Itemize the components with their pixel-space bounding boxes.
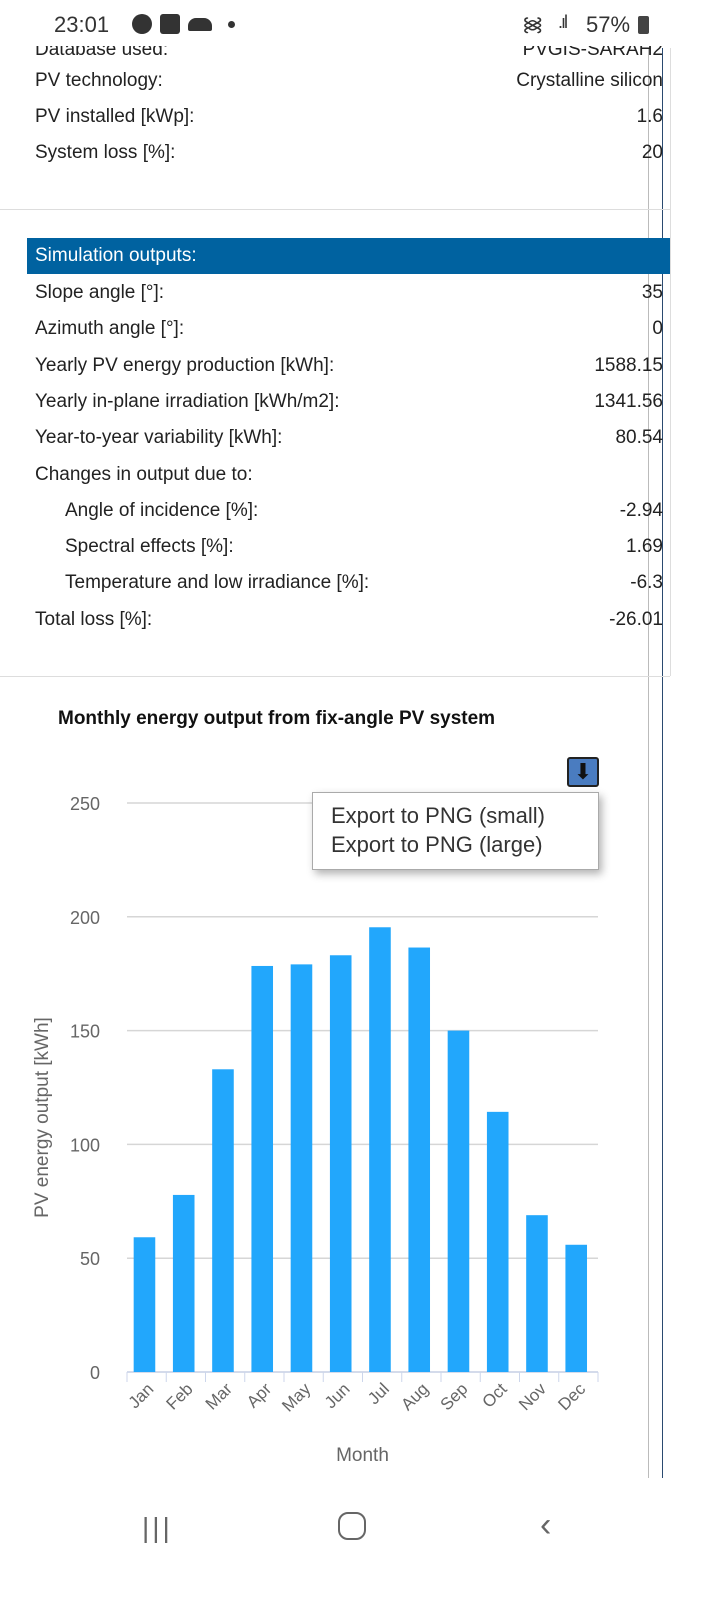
y-tick-label: 100 bbox=[70, 1135, 100, 1155]
bar-aug bbox=[408, 947, 431, 1372]
cloud-icon bbox=[188, 18, 212, 31]
row-label: Yearly PV energy production [kWh]: bbox=[35, 354, 335, 376]
x-tick-label: May bbox=[278, 1379, 314, 1415]
bar-feb bbox=[172, 1194, 195, 1372]
export-menu: Export to PNG (small) Export to PNG (lar… bbox=[312, 792, 599, 870]
input-row: Database used: PVGIS-SARAH2 bbox=[35, 39, 663, 60]
messenger-icon bbox=[132, 14, 152, 34]
x-tick-label: Jan bbox=[125, 1379, 158, 1412]
x-tick-label: Aug bbox=[397, 1379, 432, 1414]
row-label: Spectral effects [%]: bbox=[65, 536, 234, 558]
y-tick-label: 200 bbox=[70, 908, 100, 928]
output-row: Spectral effects [%]: 1.69 bbox=[65, 529, 663, 565]
y-tick-label: 0 bbox=[90, 1363, 100, 1383]
divider bbox=[648, 48, 649, 1478]
output-row: Temperature and low irradiance [%]: -6.3 bbox=[65, 565, 663, 601]
input-row: PV installed [kWp]: 1.6 bbox=[35, 106, 663, 127]
bar-nov bbox=[526, 1215, 548, 1372]
row-value: 1588.15 bbox=[594, 354, 663, 376]
y-tick-label: 150 bbox=[70, 1022, 100, 1042]
row-label: Changes in output due to: bbox=[35, 463, 253, 485]
clock: 23:01 bbox=[54, 12, 110, 37]
output-row: Slope angle [°]: 35 bbox=[35, 275, 663, 311]
home-icon[interactable] bbox=[338, 1512, 366, 1540]
output-row: Angle of incidence [%]: -2.94 bbox=[65, 493, 663, 529]
x-tick-label: Dec bbox=[554, 1379, 589, 1414]
bar-sep bbox=[447, 1030, 470, 1372]
row-value: -6.3 bbox=[630, 572, 663, 594]
bar-may bbox=[290, 964, 313, 1372]
x-tick-label: Sep bbox=[437, 1379, 472, 1414]
bar-chart: 0 50 100 150 200 250 Jan Feb Mar Apr May Jun Jul Aug S… bbox=[32, 794, 599, 1466]
section-header: Simulation outputs: bbox=[27, 238, 670, 274]
row-label: Yearly in-plane irradiation [kWh/m2]: bbox=[35, 390, 340, 412]
row-value: 35 bbox=[641, 282, 663, 303]
output-row: Changes in output due to: bbox=[35, 457, 663, 493]
x-axis-title: Month bbox=[336, 1445, 389, 1466]
card-border bbox=[670, 48, 671, 676]
bar-dec bbox=[565, 1244, 588, 1372]
x-tick-label: Mar bbox=[202, 1379, 236, 1413]
recents-icon[interactable]: ||| bbox=[142, 1512, 173, 1543]
row-label: Azimuth angle [°]: bbox=[35, 318, 185, 340]
input-row: System loss [%]: 20 bbox=[35, 142, 663, 163]
row-label: Angle of incidence [%]: bbox=[65, 499, 259, 521]
bar-mar bbox=[212, 1069, 234, 1372]
row-label: Temperature and low irradiance [%]: bbox=[65, 572, 370, 594]
bar-jul bbox=[369, 927, 391, 1372]
output-row: Total loss [%]: -26.01 bbox=[35, 602, 663, 638]
bar-oct bbox=[486, 1111, 509, 1372]
row-value: 1.69 bbox=[626, 536, 663, 558]
y-axis-title: PV energy output [kWh] bbox=[32, 1017, 53, 1218]
battery-percent: 57% bbox=[586, 12, 631, 37]
row-value: -2.94 bbox=[619, 499, 663, 521]
row-label: Slope angle [°]: bbox=[35, 282, 165, 303]
row-label: Year-to-year variability [kWh]: bbox=[35, 427, 283, 449]
x-tick-label: Jul bbox=[364, 1379, 393, 1408]
export-png-large[interactable]: Export to PNG (large) bbox=[331, 832, 543, 857]
input-row: PV technology: Crystalline silicon bbox=[35, 70, 663, 91]
battery-icon bbox=[638, 16, 649, 34]
signal-icon: .ıl bbox=[558, 12, 568, 32]
y-tick-label: 250 bbox=[70, 794, 100, 814]
output-row: Yearly PV energy production [kWh]: 1588.1… bbox=[35, 348, 663, 384]
notification-dot-icon bbox=[228, 21, 235, 28]
scrollbar[interactable] bbox=[662, 48, 663, 1478]
bar-jun bbox=[329, 955, 352, 1372]
row-value: 1341.56 bbox=[594, 390, 663, 412]
x-tick-label: Jun bbox=[321, 1379, 354, 1412]
bar-jan bbox=[133, 1237, 156, 1372]
output-row: Yearly in-plane irradiation [kWh/m2]: 134… bbox=[35, 384, 663, 420]
bar-apr bbox=[251, 965, 274, 1372]
divider bbox=[0, 209, 670, 210]
chart-title: Monthly energy output from fix-angle PV … bbox=[58, 708, 496, 729]
row-value: -26.01 bbox=[609, 608, 663, 630]
export-png-small[interactable]: Export to PNG (small) bbox=[331, 803, 545, 828]
gallery-icon bbox=[160, 14, 180, 34]
y-tick-label: 50 bbox=[80, 1249, 100, 1269]
output-row: Year-to-year variability [kWh]: 80.54 bbox=[35, 420, 663, 456]
x-tick-label: Feb bbox=[163, 1379, 197, 1413]
row-value: 80.54 bbox=[615, 427, 663, 449]
x-tick-label: Oct bbox=[479, 1379, 511, 1411]
status-bar: 23:01 ᯼ .ıl 57% bbox=[0, 0, 720, 48]
divider bbox=[0, 676, 670, 677]
x-tick-label: Nov bbox=[515, 1379, 550, 1414]
row-value: 0 bbox=[652, 318, 663, 340]
x-tick-label: Apr bbox=[243, 1379, 275, 1411]
download-icon[interactable]: ⬇ bbox=[567, 757, 599, 787]
wifi-icon: ᯼ bbox=[522, 14, 544, 36]
row-label: Total loss [%]: bbox=[35, 608, 153, 630]
back-icon[interactable]: ‹ bbox=[540, 1506, 552, 1544]
navigation-bar: ||| ‹ bbox=[0, 1500, 720, 1600]
output-row: Azimuth angle [°]: 0 bbox=[35, 311, 663, 347]
